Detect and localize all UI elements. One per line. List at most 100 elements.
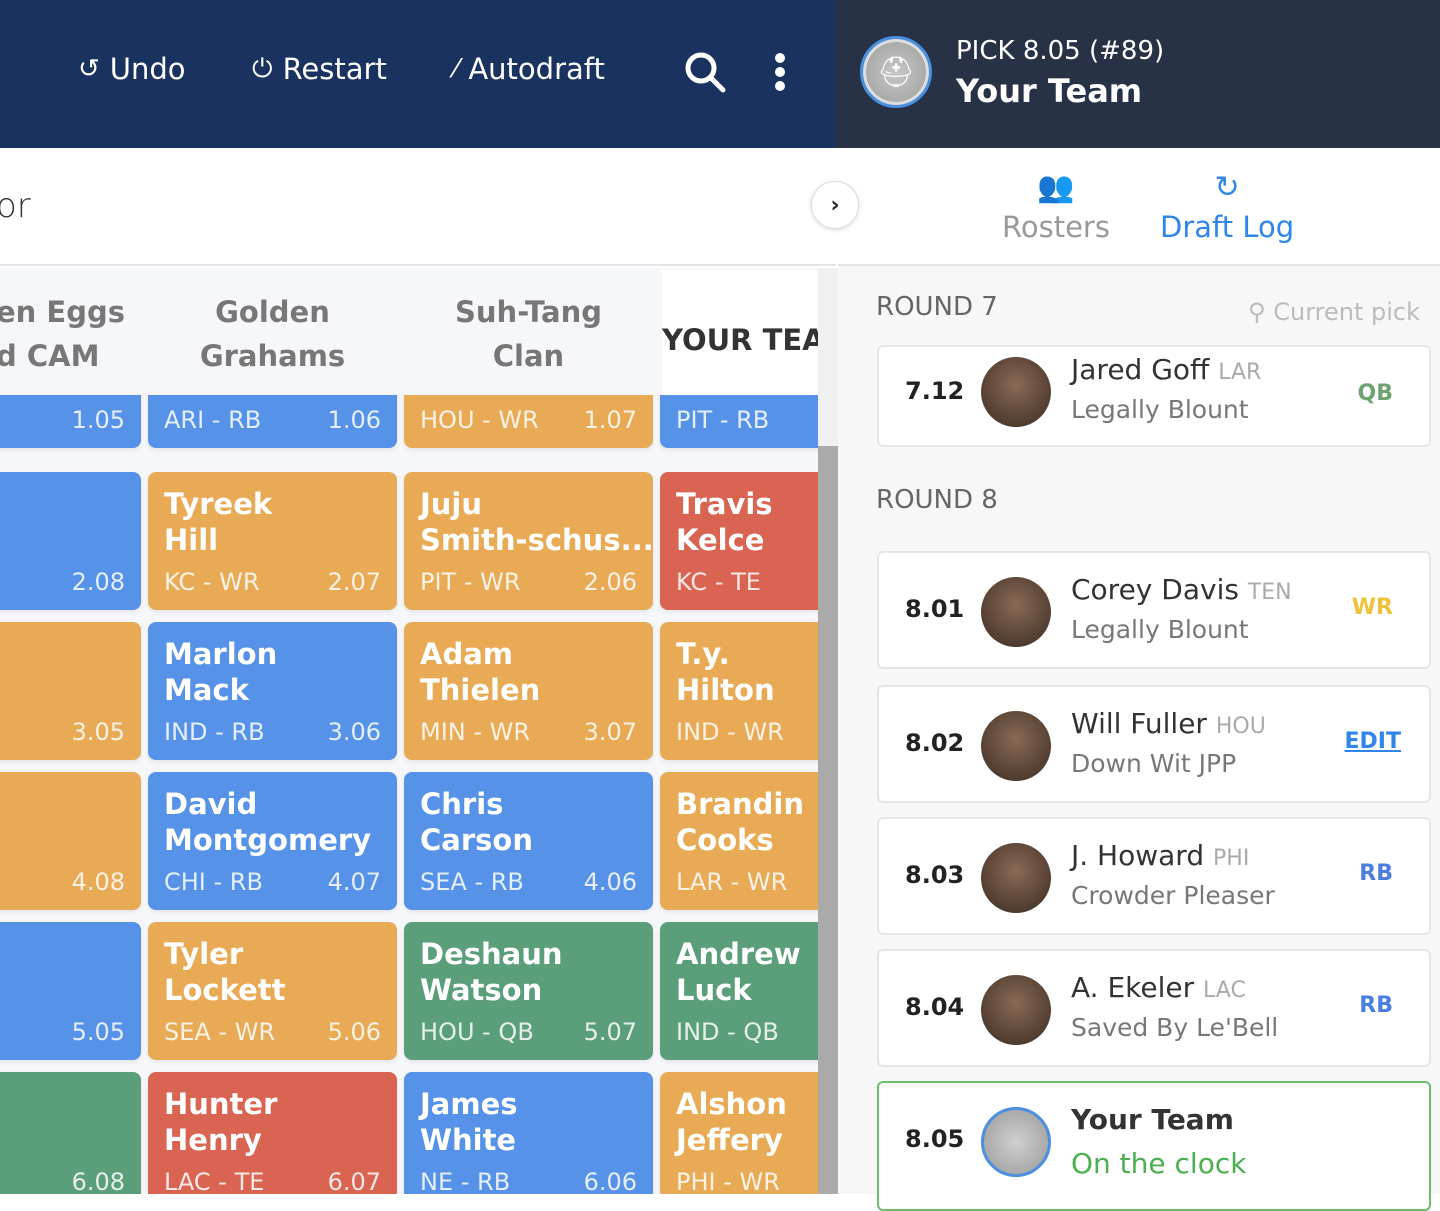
collapse-panel-button[interactable]: ›	[811, 181, 859, 229]
power-icon: ⏻	[252, 53, 273, 84]
team-position: CHI - RB	[164, 868, 263, 896]
owner-name: Legally Blount	[1071, 395, 1249, 424]
edit-link[interactable]: EDIT	[1344, 729, 1401, 754]
player-name: T.y. Hilton	[676, 637, 775, 707]
team-position: KC - TE	[676, 568, 761, 596]
player-team: HOU	[1215, 714, 1266, 739]
player-name: Deshaun Watson	[420, 937, 563, 1007]
team-name: Your Team	[1071, 1103, 1234, 1136]
team-position: HOU - QB	[420, 1018, 534, 1046]
pick-number: 4.08	[71, 868, 125, 896]
player-card[interactable]: R 4.08	[0, 772, 141, 910]
player-card[interactable]: Tyreek Hill KC - WR 2.07	[148, 472, 397, 610]
your-team-header: YOUR TEAM	[662, 270, 818, 395]
player-name: Brandin Cooks	[676, 787, 804, 857]
player-card[interactable]: B 1.05	[0, 395, 141, 448]
team-position: PHI - WR	[676, 1168, 780, 1194]
pick-number: 1.05	[71, 406, 125, 434]
player-card[interactable]: David Montgomery CHI - RB 4.07	[148, 772, 397, 910]
player-card[interactable]: Hopkins HOU - WR 1.07	[404, 395, 653, 448]
pick-number: 3.05	[71, 718, 125, 746]
player-card[interactable]: Marlon Mack IND - RB 3.06	[148, 622, 397, 760]
team-position: ARI - RB	[164, 406, 262, 434]
player-name: Tyler Lockett	[164, 937, 286, 1007]
player-card[interactable]: Alshon Jeffery PHI - WR	[660, 1072, 818, 1194]
pick-number: 6.08	[71, 1168, 125, 1194]
draft-log-item[interactable]: 8.04 A. Ekeler LAC Saved By Le'Bell RB	[877, 949, 1431, 1067]
restart-button[interactable]: ⏻ Restart	[252, 52, 387, 86]
team-position: SEA - RB	[420, 868, 524, 896]
owner-name: Saved By Le'Bell	[1071, 1013, 1279, 1042]
player-card[interactable]: Travis Kelce KC - TE	[660, 472, 818, 610]
position-badge: WR	[1351, 595, 1393, 620]
search-input[interactable]: or	[0, 186, 31, 226]
helmet-icon	[981, 1107, 1051, 1177]
player-name: Tyreek Hill	[164, 487, 273, 557]
draft-log-panel: 👥 Rosters ↻ Draft Log ROUND 7 ⚲ Current pi…	[838, 148, 1440, 1211]
more-menu-icon[interactable]	[772, 52, 788, 92]
player-card[interactable]: Adam Thielen MIN - WR 3.07	[404, 622, 653, 760]
team-header: Golden Grahams	[199, 295, 346, 373]
owner-name: Crowder Pleaser	[1071, 881, 1275, 910]
owner-name: Down Wit JPP	[1071, 749, 1237, 778]
tab-draft-log[interactable]: ↻ Draft Log	[1160, 170, 1295, 244]
pick-number: 5.07	[583, 1018, 637, 1046]
chevron-right-icon: ›	[830, 192, 840, 218]
draft-log-item[interactable]: 8.03 J. Howard PHI Crowder Pleaser RB	[877, 817, 1431, 935]
player-card[interactable]: B 6.08	[0, 1072, 141, 1194]
player-card[interactable]: Conner PIT - RB	[660, 395, 818, 448]
player-name: David Montgomery	[164, 787, 372, 857]
player-card[interactable]: Deshaun Watson HOU - QB 5.07	[404, 922, 653, 1060]
pick-number: 6.07	[327, 1168, 381, 1194]
board-scrollbar[interactable]	[818, 268, 838, 1194]
pick-number: 3.06	[327, 718, 381, 746]
pick-number: 8.01	[905, 595, 965, 623]
player-card[interactable]: l 5.05	[0, 922, 141, 1060]
draft-log-item[interactable]: 8.01 Corey Davis TEN Legally Blount WR	[877, 551, 1431, 669]
pick-number: 8.04	[905, 993, 965, 1021]
player-card[interactable]: James White NE - RB 6.06	[404, 1072, 653, 1194]
player-card[interactable]: Juju Smith-schus... PIT - WR 2.06	[404, 472, 654, 610]
player-card[interactable]: non B 2.08	[0, 472, 141, 610]
team-position: MIN - WR	[420, 718, 531, 746]
player-team: LAC	[1203, 978, 1246, 1003]
pick-number: 2.06	[583, 568, 637, 596]
player-card[interactable]: Chris Carson SEA - RB 4.06	[404, 772, 653, 910]
player-card[interactable]: Johnson ARI - RB 1.06	[148, 395, 397, 448]
player-card[interactable]: T.y. Hilton IND - WR	[660, 622, 818, 760]
restart-label: Restart	[282, 52, 387, 86]
draft-log-item[interactable]: 8.02 Will Fuller HOU Down Wit JPP EDIT	[877, 685, 1431, 803]
position-badge: RB	[1359, 861, 1393, 886]
player-card[interactable]: Tyler Lockett SEA - WR 5.06	[148, 922, 397, 1060]
player-name: Jared Goff LAR	[1071, 353, 1262, 386]
pick-team-name: Your Team	[956, 72, 1143, 110]
undo-button[interactable]: ↺ Undo	[78, 52, 186, 86]
current-pick-header: ⛑ PICK 8.05 (#89) Your Team	[836, 0, 1440, 148]
player-card[interactable]: ion WR 3.05	[0, 622, 141, 760]
player-team: TEN	[1247, 580, 1292, 605]
autodraft-button[interactable]: ⁄ Autodraft	[454, 52, 605, 86]
pick-number: 2.07	[327, 568, 381, 596]
player-avatar	[981, 711, 1051, 781]
player-team: LAR	[1218, 360, 1262, 385]
round-heading: ROUND 7	[876, 292, 998, 322]
player-card[interactable]: Brandin Cooks LAR - WR	[660, 772, 818, 910]
scrollbar-thumb[interactable]	[818, 446, 838, 1194]
tab-rosters[interactable]: 👥 Rosters	[1002, 170, 1110, 244]
player-card[interactable]: Andrew Luck IND - QB	[660, 922, 818, 1060]
current-pick-link[interactable]: ⚲ Current pick	[1248, 298, 1420, 326]
player-name: Chris Carson	[420, 787, 533, 857]
player-avatar	[981, 357, 1051, 427]
draft-log-item[interactable]: 7.12 Jared Goff LAR Legally Blount QB	[877, 345, 1431, 447]
autodraft-label: Autodraft	[468, 52, 605, 86]
team-position: IND - RB	[164, 718, 265, 746]
player-search-bar[interactable]: or	[0, 148, 836, 266]
search-icon[interactable]	[683, 50, 727, 94]
team-position: LAR - WR	[676, 868, 788, 896]
player-name: Corey Davis TEN	[1071, 573, 1292, 606]
team-headers: en Eggs d CAM Golden Grahams Suh-Tang Clan …	[0, 268, 818, 395]
undo-icon: ↺	[78, 54, 100, 84]
on-the-clock-status: On the clock	[1071, 1147, 1247, 1180]
player-card[interactable]: Hunter Henry LAC - TE 6.07	[148, 1072, 397, 1194]
undo-label: Undo	[109, 52, 186, 86]
